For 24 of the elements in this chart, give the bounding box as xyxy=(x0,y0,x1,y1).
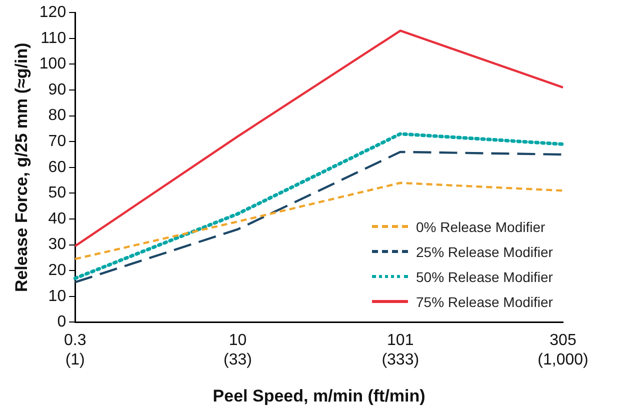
y-tick-label: 20 xyxy=(48,262,66,280)
y-tick-label: 40 xyxy=(48,210,66,228)
legend-label: 0% Release Modifier xyxy=(416,218,546,235)
x-tick-label: 305 (1,000) xyxy=(538,332,588,368)
x-tick-label: 0.3 (1) xyxy=(64,332,86,368)
y-tick-label: 80 xyxy=(48,107,66,124)
legend-label: 25% Release Modifier xyxy=(416,244,553,260)
y-tick-label: 120 xyxy=(39,4,66,22)
y-tick-label: 70 xyxy=(48,133,66,150)
legend-label: 75% Release Modifier xyxy=(416,294,553,310)
y-axis-title: Release Force, g/25 mm (≈g/in) xyxy=(12,42,31,292)
y-tick-label: 30 xyxy=(48,236,66,254)
y-tick-label: 50 xyxy=(48,184,66,202)
legend-label: 50% Release Modifier xyxy=(416,268,553,285)
y-tick-label: 100 xyxy=(39,56,66,73)
x-tick-label: 101 (333) xyxy=(382,332,420,368)
y-tick-label: 110 xyxy=(40,30,66,47)
line-series xyxy=(74,182,564,260)
y-tick-label: 90 xyxy=(48,81,66,98)
y-tick-label: 60 xyxy=(48,158,66,176)
x-axis-title: Peel Speed, m/min (ft/min) xyxy=(212,386,426,406)
y-tick-label: 10 xyxy=(48,288,66,305)
y-tick-label: 0 xyxy=(57,314,66,331)
x-tick-label: 10 (33) xyxy=(224,332,252,368)
